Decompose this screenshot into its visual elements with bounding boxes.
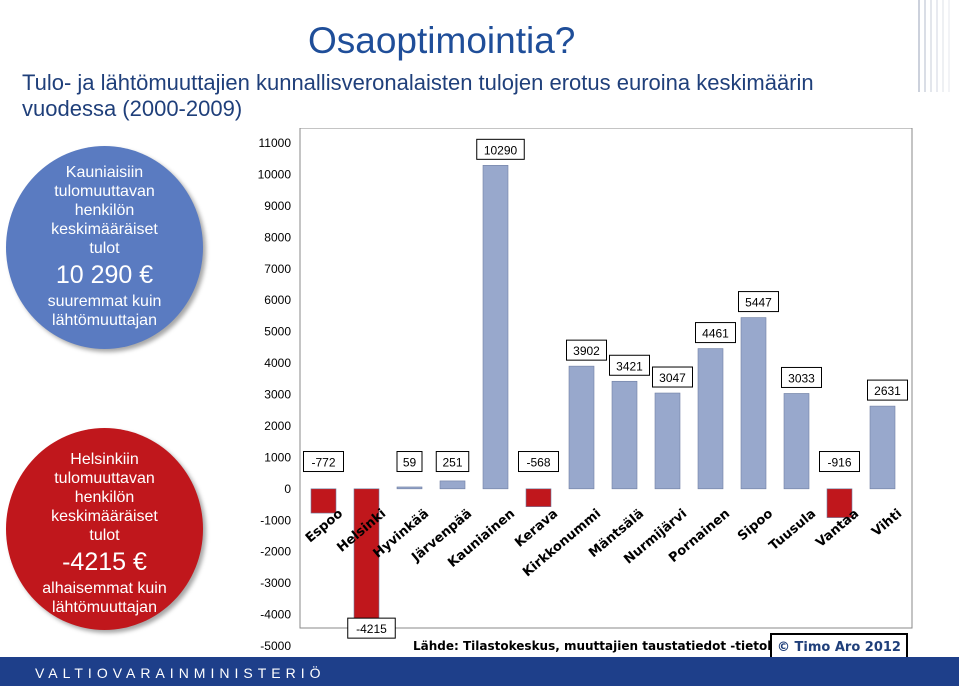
data-label: 3902 <box>573 344 600 358</box>
data-label-box <box>738 291 779 313</box>
data-label: -4215 <box>356 622 387 636</box>
y-tick-label: 2000 <box>264 419 291 433</box>
callout-line: tulomuuttavan <box>54 183 155 200</box>
y-tick-label: -3000 <box>260 576 291 590</box>
helsinki-callout: Helsinkiin tulomuuttavan henkilön keskim… <box>6 428 203 630</box>
kauniainen-callout: Kauniaisiin tulomuuttavan henkilön keski… <box>6 146 203 349</box>
data-label-box <box>609 354 650 376</box>
footer-bar: VALTIOVARAINMINISTERIÖ <box>0 657 959 686</box>
data-label: 4461 <box>702 327 729 341</box>
data-label-box <box>781 366 822 388</box>
callout-line: Helsinkiin <box>70 451 139 468</box>
callout-line: keskimääräiset <box>51 508 158 525</box>
data-label-box <box>396 451 423 473</box>
y-tick-label: 7000 <box>264 262 291 276</box>
y-tick-label: 9000 <box>264 199 291 213</box>
y-tick-label: 3000 <box>264 388 291 402</box>
data-label: 59 <box>403 456 417 470</box>
bar <box>482 165 509 490</box>
data-label-box <box>435 451 470 473</box>
bar <box>611 380 638 490</box>
callout-line: lähtömuuttajan <box>52 312 157 329</box>
y-tick-label: 4000 <box>264 356 291 370</box>
bar <box>826 488 853 518</box>
bar <box>396 486 423 490</box>
y-tick-label: -4000 <box>260 608 291 622</box>
callout-line: henkilön <box>74 202 135 219</box>
data-label-box <box>652 366 693 388</box>
callout-line: lähtömuuttajan <box>52 599 157 616</box>
data-label: 251 <box>442 456 462 470</box>
page-title: Osaoptimointia? <box>308 20 576 61</box>
page-subtitle: Tulo- ja lähtömuuttajien kunnallisverona… <box>22 70 814 121</box>
y-tick-label: 5000 <box>264 325 291 339</box>
y-tick-label: 10000 <box>258 167 292 181</box>
y-tick-label: 6000 <box>264 293 291 307</box>
bar <box>654 392 681 490</box>
y-tick-label: 8000 <box>264 230 291 244</box>
data-label: 2631 <box>874 384 901 398</box>
callout-amount: 10 290 € <box>55 261 154 289</box>
data-label-box <box>566 339 607 361</box>
data-label: 3421 <box>616 359 643 373</box>
copyright-box: © Timo Aro 2012 <box>770 633 908 659</box>
source-note: Lähde: Tilastokeskus, muuttajien taustat… <box>413 639 806 653</box>
callout-line: keskimääräiset <box>51 221 158 238</box>
callout-line: henkilön <box>74 489 135 506</box>
bar <box>568 365 595 490</box>
y-tick-label: -1000 <box>260 513 291 527</box>
data-label: 10290 <box>484 143 518 157</box>
y-tick-label: -2000 <box>260 545 291 559</box>
data-label-box <box>695 322 736 344</box>
y-tick-label: 1000 <box>264 450 291 464</box>
callout-line: alhaisemmat kuin <box>42 580 167 597</box>
bar <box>869 405 896 490</box>
data-label: 5447 <box>745 296 772 310</box>
y-tick-label: 11000 <box>259 136 292 150</box>
data-label-box <box>867 379 908 401</box>
bar-chart: 1100010000900080007000600050004000300020… <box>258 128 913 653</box>
callout-line: tulomuuttavan <box>54 470 155 487</box>
y-tick-label: 0 <box>284 482 291 496</box>
data-label: -772 <box>311 456 335 470</box>
callout-line: tulot <box>89 527 120 544</box>
bar <box>439 480 466 490</box>
data-label: 3047 <box>659 371 686 385</box>
data-label-box <box>303 451 344 473</box>
data-label: -916 <box>827 456 851 470</box>
ministry-name: VALTIOVARAINMINISTERIÖ <box>35 665 326 681</box>
callout-line: suuremmat kuin <box>47 293 162 310</box>
bar <box>525 488 552 507</box>
callout-line: Kauniaisiin <box>65 164 144 181</box>
data-label-box <box>347 617 396 639</box>
data-label: -568 <box>526 456 550 470</box>
data-label-box <box>518 451 559 473</box>
bar <box>783 393 810 490</box>
bar <box>697 348 724 490</box>
data-label-box <box>819 451 860 473</box>
bar <box>740 317 767 490</box>
decorative-lines <box>918 0 950 92</box>
callout-line: tulot <box>89 240 120 257</box>
bar <box>310 488 337 514</box>
callout-amount: -4215 € <box>62 548 147 576</box>
data-label: 3033 <box>788 371 815 385</box>
data-label-box <box>476 138 525 160</box>
y-tick-label: -5000 <box>260 639 291 653</box>
